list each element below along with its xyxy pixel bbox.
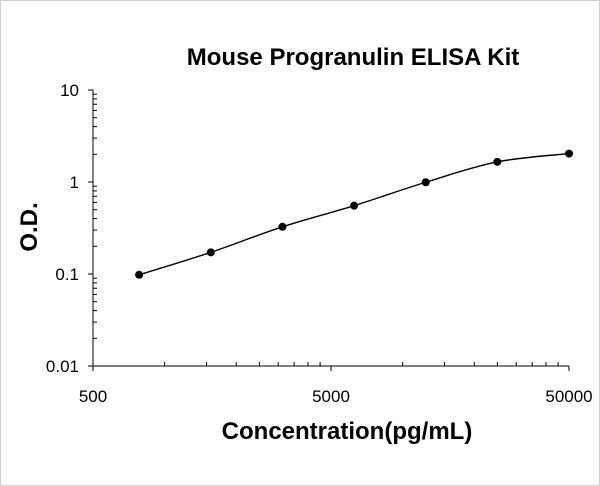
y-tick-label: 0.1 (55, 265, 79, 284)
fit-curve (138, 152, 570, 276)
data-points (135, 149, 573, 279)
data-point (421, 178, 430, 187)
x-tick-label: 500 (79, 387, 107, 406)
data-point (565, 149, 573, 158)
y-tick-label: 0.01 (46, 357, 79, 376)
y-tick-label: 10 (60, 81, 79, 100)
x-axis-label: Concentration(pg/mL) (222, 418, 473, 445)
data-point (278, 222, 287, 231)
y-tick-label: 1 (70, 173, 79, 192)
data-point (206, 248, 215, 257)
data-point (350, 201, 359, 210)
x-tick-label: 5000 (312, 387, 350, 406)
x-tick-label: 50000 (545, 387, 592, 406)
data-point (493, 157, 502, 166)
fit-curve-group (138, 152, 570, 276)
y-axis-label: O.D. (16, 202, 43, 251)
chart-title: Mouse Progranulin ELISA Kit (187, 44, 519, 71)
data-point (135, 270, 144, 279)
